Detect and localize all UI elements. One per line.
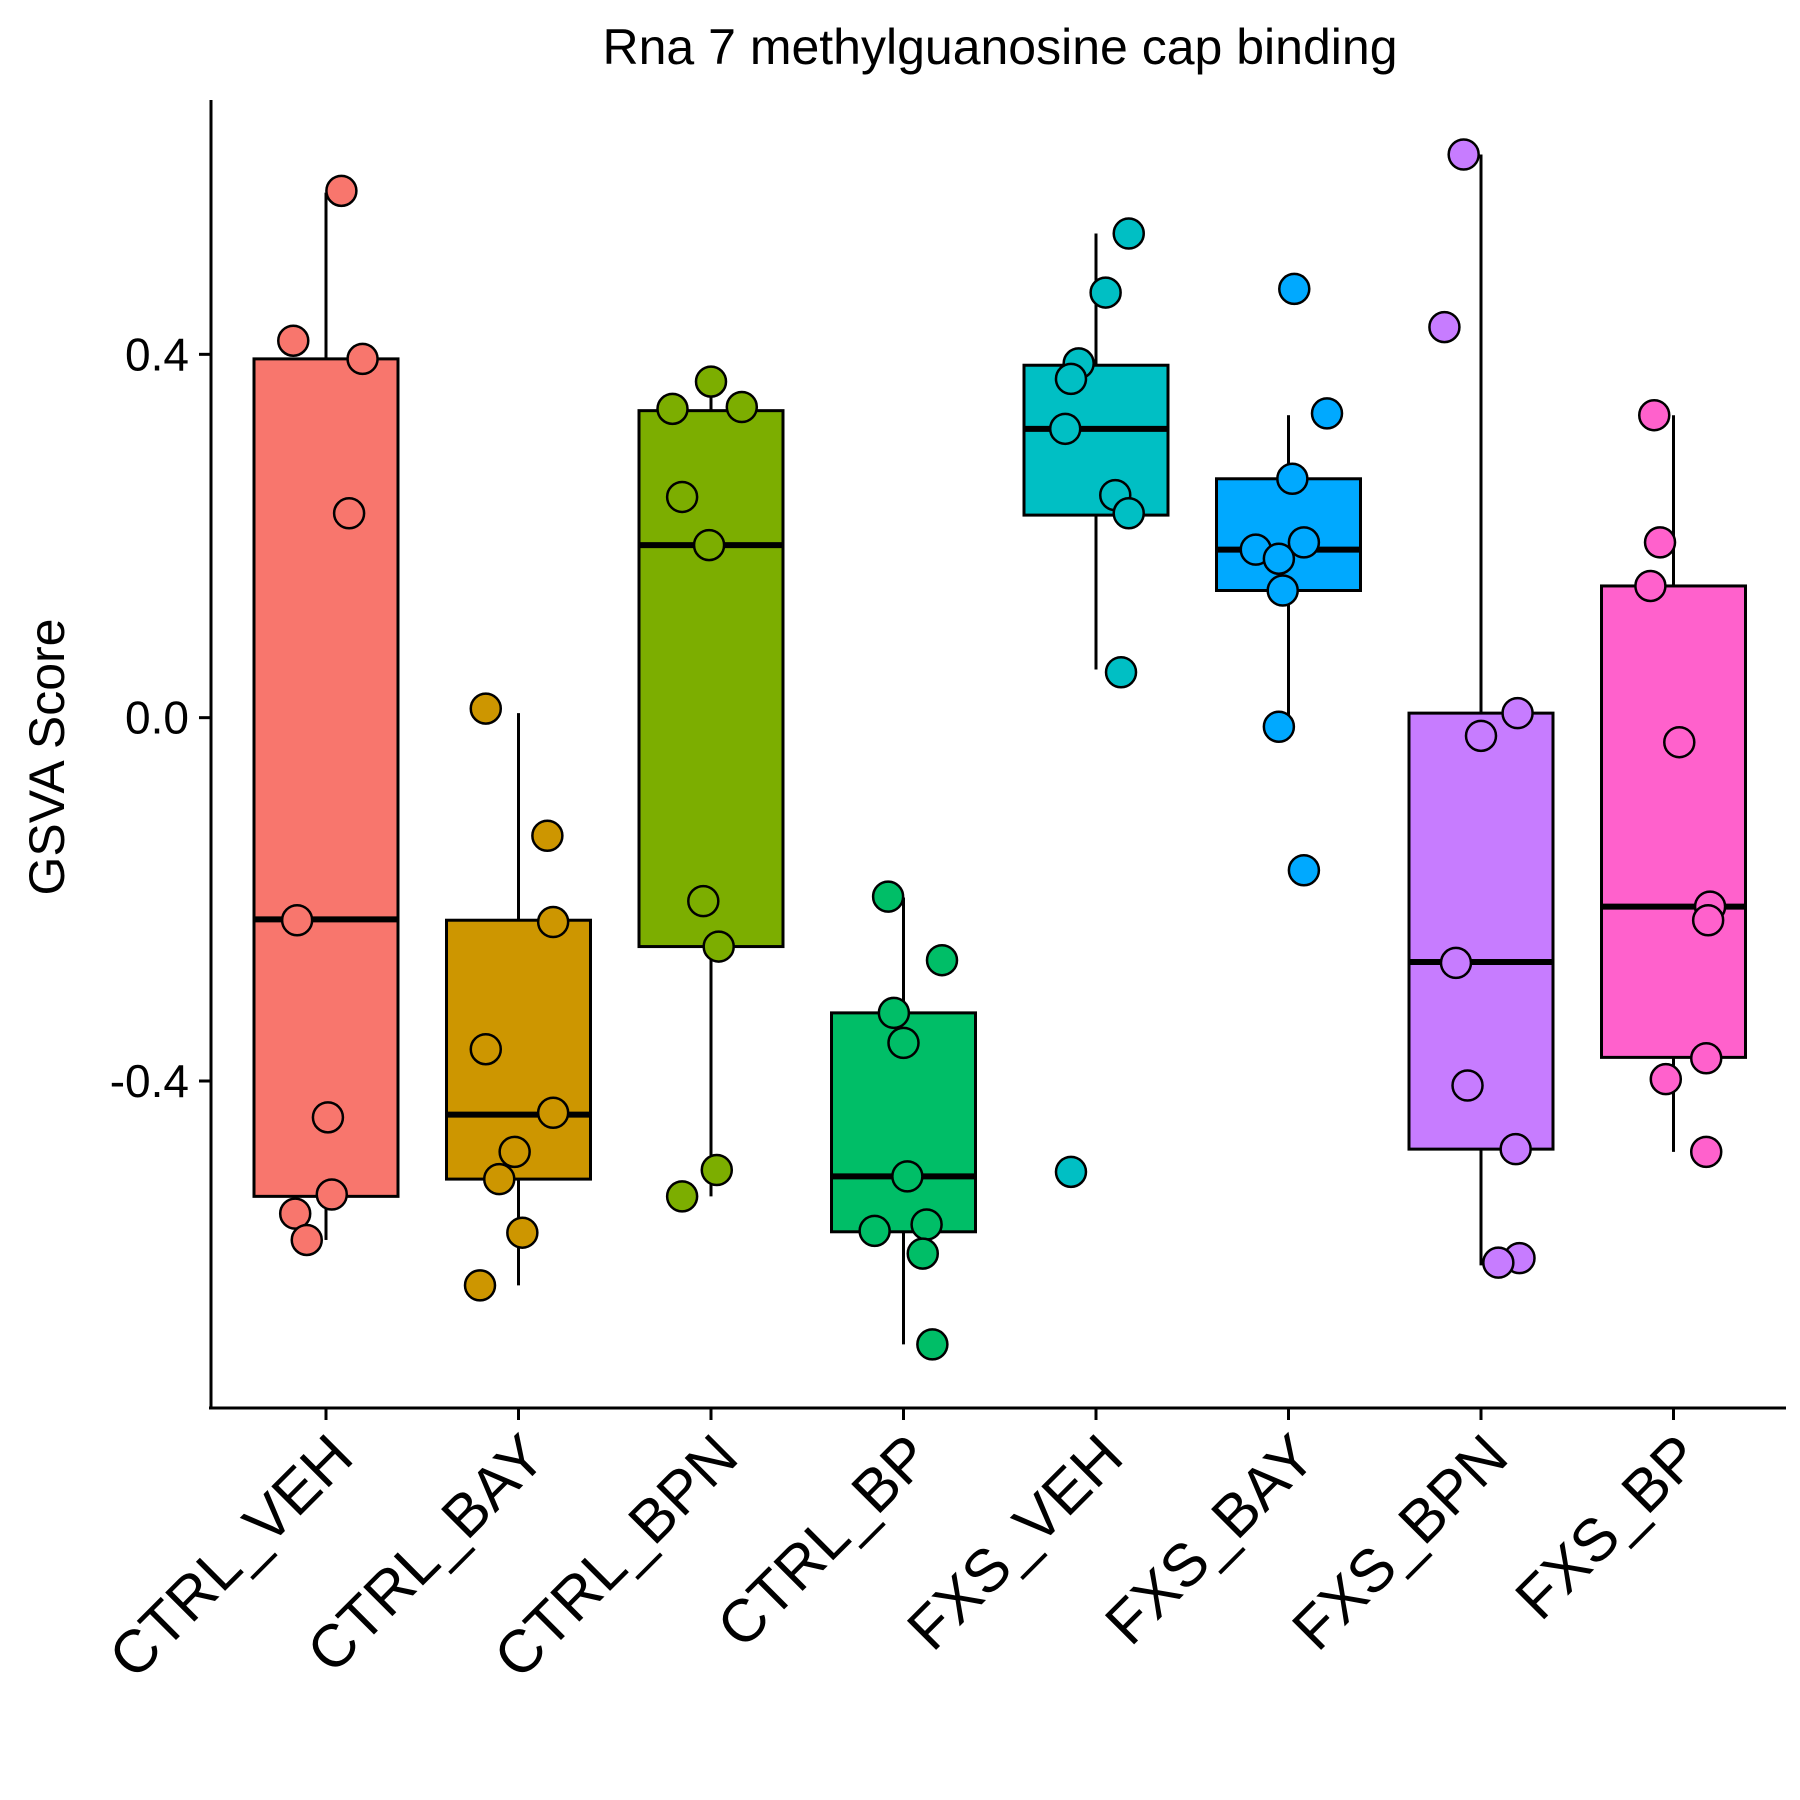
data-point — [665, 480, 699, 514]
box — [1022, 363, 1170, 517]
data-point — [1439, 946, 1473, 980]
data-point — [1428, 310, 1461, 344]
data-point — [916, 1328, 949, 1361]
data-point — [315, 1178, 349, 1211]
data-point — [325, 174, 358, 208]
y-tick-label: 0.4 — [125, 328, 189, 380]
box-group-0 — [252, 192, 400, 1240]
box-group-7 — [1600, 415, 1747, 1152]
data-point — [1104, 656, 1138, 689]
data-point — [1310, 397, 1344, 430]
data-point — [1112, 497, 1145, 530]
data-point — [1287, 854, 1321, 887]
data-point — [469, 692, 503, 725]
data-point — [498, 1135, 531, 1169]
data-point — [536, 1096, 570, 1130]
data-point — [1054, 362, 1088, 396]
data-point — [483, 1162, 516, 1196]
box-group-5 — [1215, 415, 1362, 725]
y-axis-label: GSVA Score — [19, 619, 75, 896]
data-point — [1689, 1135, 1723, 1169]
chart-title: Rna 7 methylguanosine cap binding — [603, 19, 1398, 75]
data-point — [311, 1101, 345, 1134]
data-point — [1691, 903, 1725, 937]
y-tick-label: 0.0 — [125, 692, 189, 744]
box — [1600, 584, 1747, 1059]
data-point — [910, 1208, 943, 1241]
data-point — [1634, 569, 1667, 603]
data-point — [700, 1153, 734, 1187]
data-point — [1638, 398, 1671, 432]
data-point — [694, 365, 728, 398]
data-point — [906, 1237, 939, 1270]
data-point — [1689, 1042, 1723, 1075]
data-point — [1262, 710, 1296, 743]
data-point — [665, 1180, 699, 1213]
data-point — [702, 930, 735, 963]
points-layer — [277, 138, 1727, 1361]
data-point — [346, 342, 379, 376]
data-point — [1278, 272, 1311, 306]
data-point — [687, 884, 720, 918]
data-point — [1649, 1062, 1683, 1096]
data-point — [277, 324, 310, 357]
box-group-6 — [1407, 154, 1555, 1266]
data-point — [1482, 1246, 1515, 1279]
data-point — [877, 996, 911, 1030]
data-point — [858, 1214, 891, 1248]
data-point — [887, 1026, 920, 1060]
box-group-4 — [1022, 233, 1170, 670]
data-point — [506, 1216, 539, 1249]
box — [637, 409, 785, 949]
data-point — [1287, 526, 1321, 559]
data-point — [1499, 1132, 1532, 1166]
data-point — [1464, 719, 1498, 753]
data-point — [1663, 725, 1696, 759]
boxes-layer — [252, 154, 1747, 1345]
box — [252, 357, 400, 1198]
data-point — [1451, 1069, 1484, 1102]
data-point — [1054, 1155, 1088, 1189]
data-point — [536, 905, 570, 939]
data-point — [1266, 574, 1299, 607]
data-point — [332, 497, 366, 530]
data-point — [1112, 217, 1145, 250]
data-point — [1447, 138, 1480, 171]
data-point — [1048, 412, 1082, 446]
data-point — [725, 390, 759, 424]
box — [1407, 711, 1555, 1151]
axes-layer — [209, 100, 1786, 1410]
data-point — [531, 819, 564, 852]
data-point — [463, 1269, 497, 1302]
data-point — [1501, 696, 1534, 730]
box — [1215, 477, 1362, 592]
y-ticks-layer: 0.4 0.0 -0.4 — [110, 328, 211, 1107]
data-point — [1089, 276, 1122, 309]
data-point — [280, 903, 314, 937]
data-point — [656, 392, 689, 426]
data-point — [1262, 542, 1296, 575]
data-point — [925, 943, 959, 977]
data-point — [290, 1223, 323, 1257]
data-point — [871, 880, 905, 913]
y-tick-label: -0.4 — [110, 1055, 189, 1107]
data-point — [469, 1032, 503, 1066]
data-point — [891, 1160, 924, 1193]
data-point — [1276, 462, 1309, 496]
data-point — [1643, 526, 1677, 559]
data-point — [692, 528, 726, 562]
